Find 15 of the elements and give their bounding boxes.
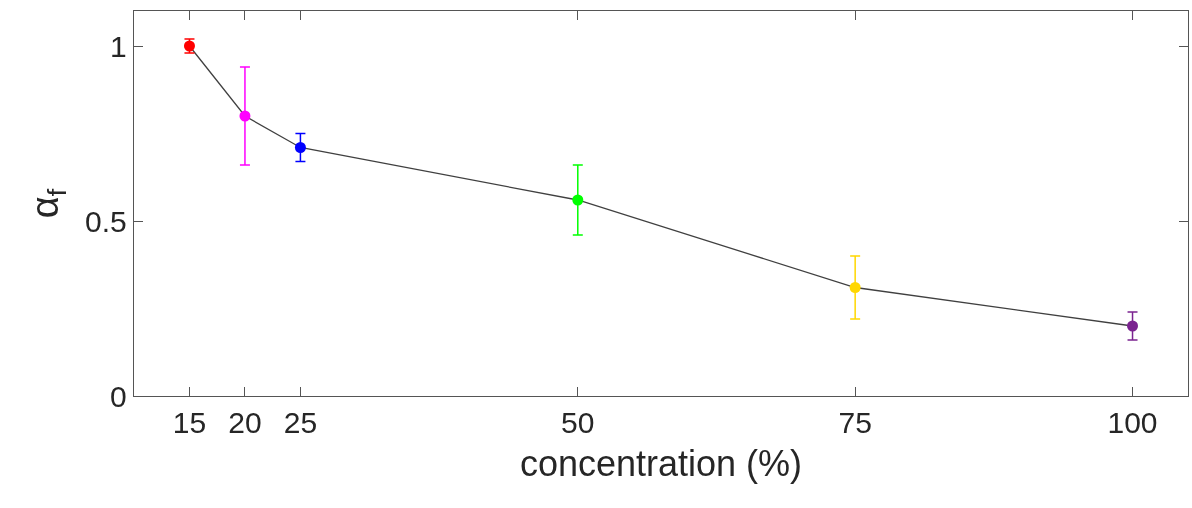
point (572, 194, 584, 206)
x-tick-label: 75 (838, 406, 872, 440)
x-tick-label: 20 (228, 406, 262, 440)
x-tick-label: 25 (283, 406, 318, 440)
point (294, 142, 306, 153)
x-tick-label: 15 (172, 406, 207, 440)
y-tick-label: 0 (110, 379, 127, 413)
point (239, 110, 251, 122)
point (1127, 320, 1139, 332)
x-tick-label: 100 (1107, 406, 1158, 440)
x-tick-label: 50 (561, 406, 595, 440)
y-tick-label: 0.5 (85, 204, 127, 238)
point (849, 282, 861, 293)
x-axis-title: concentration (%) (519, 442, 803, 484)
y-tick-label: 1 (110, 29, 127, 63)
